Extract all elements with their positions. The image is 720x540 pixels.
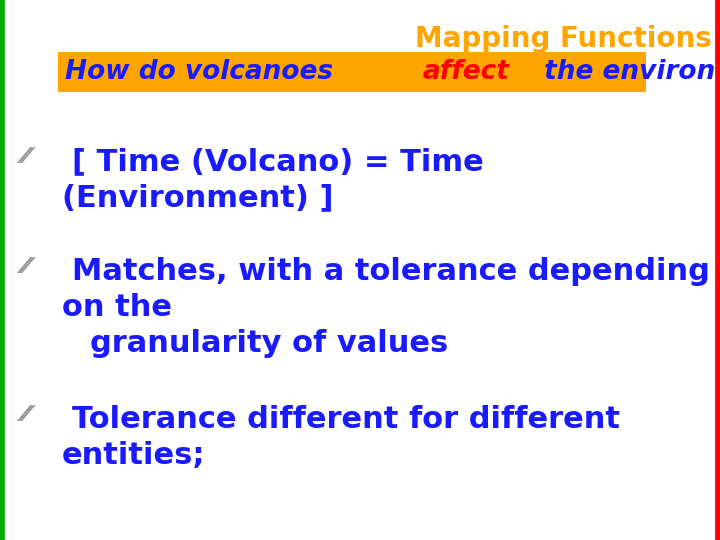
Text: Matches, with a tolerance depending: Matches, with a tolerance depending: [72, 257, 710, 286]
Text: Tolerance different for different: Tolerance different for different: [72, 405, 620, 434]
Text: ⁄⁄: ⁄⁄: [22, 257, 30, 277]
FancyBboxPatch shape: [58, 52, 646, 92]
Text: How do volcanoes: How do volcanoes: [65, 59, 342, 85]
Text: ⁄⁄: ⁄⁄: [22, 147, 30, 167]
Text: Mapping Functions: Mapping Functions: [415, 25, 712, 53]
Text: ⁄⁄: ⁄⁄: [22, 405, 30, 425]
Text: [ Time (Volcano) = Time: [ Time (Volcano) = Time: [72, 147, 484, 176]
Text: on the: on the: [62, 293, 172, 322]
Text: affect: affect: [423, 59, 510, 85]
Text: (Environment) ]: (Environment) ]: [62, 183, 333, 212]
Text: entities;: entities;: [62, 441, 205, 470]
Text: the environment?: the environment?: [535, 59, 720, 85]
Text: granularity of values: granularity of values: [90, 329, 449, 358]
